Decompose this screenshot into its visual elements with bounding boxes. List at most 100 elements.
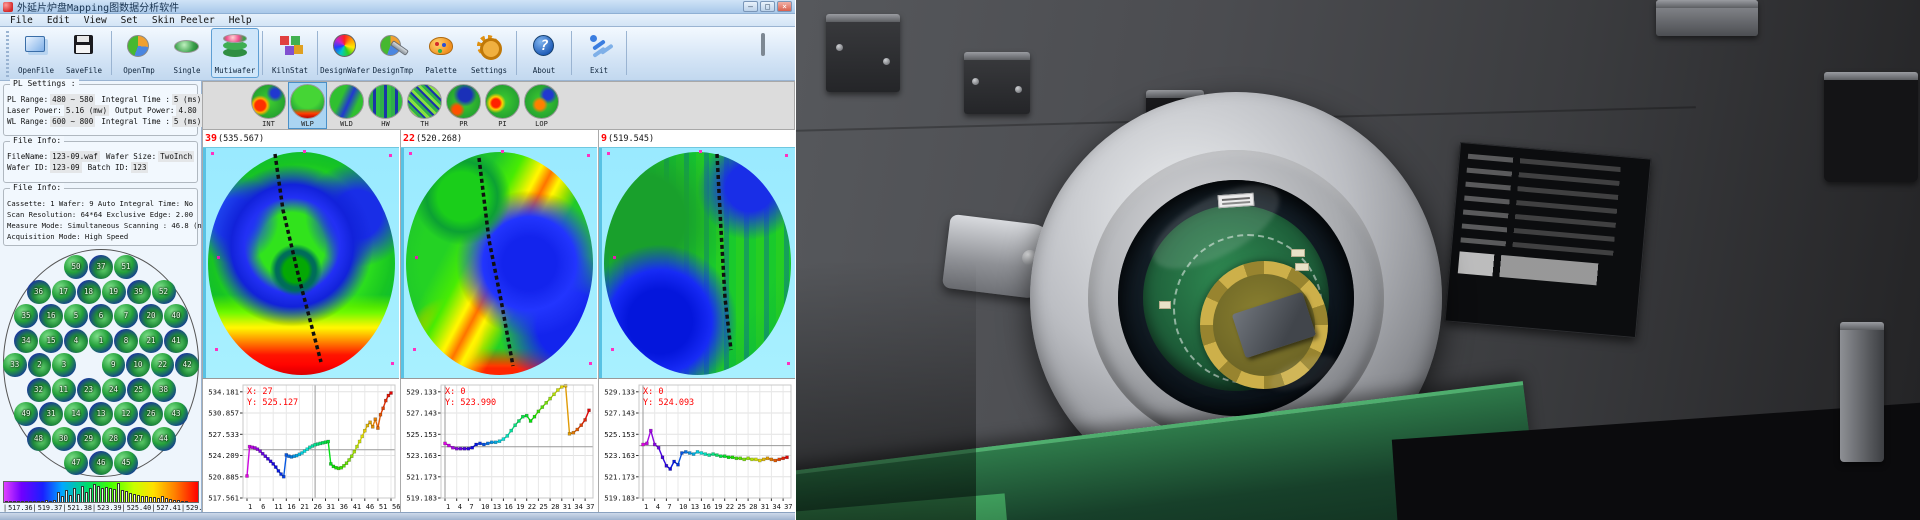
kiln-wafer-50[interactable]: 50 (64, 255, 88, 279)
toolbar-button-exit[interactable]: Exit (575, 28, 623, 78)
kiln-wafer-39[interactable]: 39 (126, 279, 151, 304)
line-chart-panel-3[interactable]: 529.133 527.143 525.153 523.163 521.173 519.1… (598, 378, 795, 512)
kiln-wafer-4[interactable]: 4 (64, 328, 88, 353)
maximize-button[interactable]: □ (760, 1, 775, 12)
kiln-wafer-40[interactable]: 40 (164, 304, 188, 328)
file-info-row: Wafer ID: 123-09 Batch ID: 123 (7, 162, 194, 173)
kiln-wafer-12[interactable]: 12 (114, 402, 138, 426)
title-bar[interactable]: 外延片炉盘Mapping图数据分析软件 – □ × (0, 0, 795, 14)
menu-item-set[interactable]: Set (120, 14, 138, 26)
kiln-wafer-32[interactable]: 32 (26, 377, 51, 402)
kiln-wafer-45[interactable]: 45 (114, 451, 138, 475)
menu-item-edit[interactable]: Edit (46, 14, 70, 26)
kiln-wafer-14[interactable]: 14 (64, 402, 88, 426)
kiln-wafer-47[interactable]: 47 (64, 451, 88, 475)
kiln-wafer-31[interactable]: 31 (39, 402, 63, 426)
kiln-wafer-6[interactable]: 6 (89, 304, 113, 328)
kiln-wafer-29[interactable]: 29 (76, 426, 101, 451)
tab-hw[interactable]: HW (366, 82, 405, 129)
kiln-wafer-34[interactable]: 34 (14, 328, 38, 353)
pl-line-chart[interactable]: 529.133 527.143 525.153 523.163 521.173 519.1… (401, 379, 598, 513)
kiln-wafer-13[interactable]: 13 (89, 402, 113, 426)
kiln-wafer-41[interactable]: 41 (164, 328, 188, 353)
colorbar-tick: 519.37 (33, 504, 63, 512)
toolbar-button-openfile[interactable]: OpenFile (12, 28, 60, 78)
toolbar-drag-handle[interactable] (6, 31, 9, 77)
kiln-wafer-49[interactable]: 49 (14, 402, 38, 426)
menu-item-help[interactable]: Help (228, 14, 252, 26)
kiln-wafer-42[interactable]: 42 (175, 353, 199, 377)
kiln-wafer-33[interactable]: 33 (3, 353, 27, 377)
kiln-wafer-30[interactable]: 30 (51, 426, 76, 451)
line-chart-panel-2[interactable]: 529.133 527.143 525.153 523.163 521.173 519.1… (400, 378, 597, 512)
map-image-area[interactable] (599, 147, 795, 378)
lower-bracket (1840, 322, 1884, 462)
line-chart-panel-1[interactable]: 534.181 530.857 527.533 524.209 520.885 517.5… (202, 378, 400, 513)
toolbar-button-settings[interactable]: Settings (465, 28, 513, 78)
toolbar-button-palette[interactable]: Palette (417, 28, 465, 78)
kiln-wafer-7[interactable]: 7 (114, 304, 138, 328)
kiln-wafer-27[interactable]: 27 (126, 426, 151, 451)
kiln-wafer-38[interactable]: 38 (151, 377, 176, 402)
tab-wlp[interactable]: WLP (288, 82, 327, 129)
wafer-map-panel-1[interactable]: 39 (535.567) (202, 130, 399, 378)
toolbar-button-kilnstat[interactable]: KilnStat (266, 28, 314, 78)
wafer-number-label: 41 (171, 335, 181, 345)
kiln-wafer-35[interactable]: 35 (14, 304, 38, 328)
kiln-wafer-26[interactable]: 26 (139, 402, 163, 426)
kiln-wafer-28[interactable]: 28 (101, 426, 126, 451)
wafer-number-label: 52 (158, 286, 169, 296)
wafer-map-panel-2[interactable]: 22 (520.268) (400, 130, 597, 378)
pl-line-chart[interactable]: 529.133 527.143 525.153 523.163 521.173 519.1… (599, 379, 796, 513)
menu-item-file[interactable]: File (10, 14, 33, 26)
menu-item-skin-peeler[interactable]: Skin Peeler (151, 14, 215, 26)
kiln-wafer-43[interactable]: 43 (164, 402, 188, 426)
kiln-wafer-52[interactable]: 52 (151, 279, 176, 304)
kiln-wafer-3[interactable]: 3 (52, 353, 76, 377)
toolbar-button-designwafer[interactable]: DesignWafer (320, 28, 370, 78)
minimize-button[interactable]: – (743, 1, 758, 12)
tab-lop[interactable]: LOP (522, 82, 561, 129)
tab-th[interactable]: TH (405, 82, 444, 129)
toolbar-button-designtmp[interactable]: DesignTmp (369, 28, 417, 78)
kiln-wafer-19[interactable]: 19 (101, 279, 126, 304)
map-image-area[interactable] (203, 147, 399, 378)
toolbar-button-mutiwafer[interactable]: Mutiwafer (211, 28, 259, 78)
kiln-wafer-20[interactable]: 20 (139, 304, 163, 328)
toolbar-button-opentmp[interactable]: OpenTmp (115, 28, 163, 78)
tab-pr[interactable]: PR (444, 82, 483, 129)
kiln-wafer-48[interactable]: 48 (26, 426, 51, 451)
kiln-wafer-25[interactable]: 25 (126, 377, 151, 402)
tab-pi[interactable]: PI (483, 82, 522, 129)
map-image-area[interactable] (401, 147, 597, 378)
toolbar-button-about[interactable]: About (520, 28, 568, 78)
toolbar-button-savefile[interactable]: SaveFile (60, 28, 108, 78)
tab-int[interactable]: INT (249, 82, 288, 129)
kiln-wafer-5[interactable]: 5 (64, 304, 88, 328)
kiln-wafer-36[interactable]: 36 (26, 279, 51, 304)
tab-wld[interactable]: WLD (327, 82, 366, 129)
kiln-wafer-8[interactable]: 8 (114, 328, 138, 353)
toolbar-button-single[interactable]: Single (163, 28, 211, 78)
kiln-wafer-21[interactable]: 21 (139, 328, 163, 353)
kiln-wafer-46[interactable]: 46 (89, 451, 113, 475)
kiln-wafer-10[interactable]: 10 (126, 353, 150, 377)
kiln-wafer-17[interactable]: 17 (51, 279, 76, 304)
wafer-map-panel-3[interactable]: 9 (519.545) (598, 130, 795, 378)
kiln-wafer-18[interactable]: 18 (76, 279, 101, 304)
kiln-wafer-24[interactable]: 24 (101, 377, 126, 402)
kiln-wafer-15[interactable]: 15 (39, 328, 63, 353)
pl-line-chart[interactable]: 534.181 530.857 527.533 524.209 520.885 517.5… (203, 379, 400, 513)
menu-item-view[interactable]: View (83, 14, 107, 26)
kiln-wafer-2[interactable]: 2 (27, 353, 52, 377)
kiln-wafer-1[interactable]: 1 (89, 328, 113, 353)
kiln-wafer-9[interactable]: 9 (101, 353, 126, 377)
kiln-wafer-16[interactable]: 16 (39, 304, 63, 328)
kiln-wafer-22[interactable]: 22 (150, 353, 175, 377)
close-button[interactable]: × (777, 1, 792, 12)
kiln-wafer-23[interactable]: 23 (76, 377, 101, 402)
kiln-wafer-37[interactable]: 37 (89, 255, 113, 279)
kiln-wafer-11[interactable]: 11 (51, 377, 76, 402)
kiln-wafer-44[interactable]: 44 (151, 426, 176, 451)
kiln-wafer-51[interactable]: 51 (114, 255, 138, 279)
